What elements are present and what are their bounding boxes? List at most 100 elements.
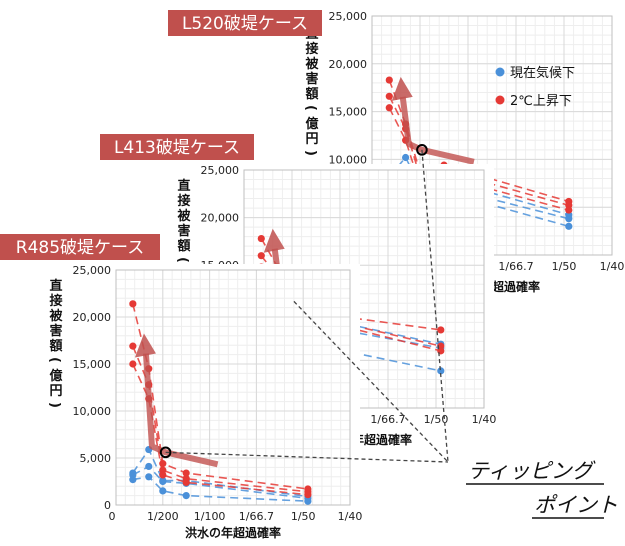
y-axis-label-char: 接 xyxy=(177,193,190,209)
trend-arrow-shaft xyxy=(142,353,219,468)
y-tick-label: 0 xyxy=(104,499,111,512)
tipping-point-marker xyxy=(416,144,428,156)
data-point-warm xyxy=(304,491,312,499)
y-axis-label-char: 額 xyxy=(304,86,318,102)
x-axis-label: 洪水の年超過確率 xyxy=(185,525,281,540)
data-point-warm xyxy=(129,360,137,368)
y-axis-label-char: 直 xyxy=(49,278,62,294)
trend-arrow-head xyxy=(134,333,156,358)
tipping-pointer-line xyxy=(421,149,449,463)
y-axis-label-char: 害 xyxy=(177,223,190,239)
y-axis-label-char: 円 xyxy=(49,384,62,399)
trend-arrow-shaft xyxy=(399,96,475,165)
data-point-warm xyxy=(182,469,190,477)
y-tick-label: 10,000 xyxy=(73,405,112,418)
chart-title-box xyxy=(168,10,322,36)
data-point-current xyxy=(565,222,573,230)
x-tick-label: 1/66.7 xyxy=(498,260,533,273)
y-axis-label-char: ( xyxy=(47,357,62,363)
y-axis-label-char: ( xyxy=(303,105,318,111)
x-tick-label: 1/66.7 xyxy=(370,413,405,426)
x-tick-label: 1/50 xyxy=(291,510,316,523)
data-point-current xyxy=(159,476,167,485)
data-point-warm xyxy=(159,471,167,479)
y-axis-label-char: 直 xyxy=(177,178,190,194)
y-axis-label-char: 額 xyxy=(48,338,62,354)
y-axis-label-char: 被 xyxy=(176,208,191,224)
data-point-current xyxy=(145,462,153,471)
data-point-current xyxy=(182,492,190,500)
y-axis-label-char: ) xyxy=(303,150,318,156)
y-axis-label-char: ) xyxy=(47,402,62,408)
trend-arrow-head xyxy=(391,76,413,101)
chart-title: L413破堤ケース xyxy=(114,138,240,158)
data-point-warm xyxy=(257,234,265,243)
y-axis-label-char: ( xyxy=(175,257,190,263)
tipping-pointer-line xyxy=(293,300,449,463)
legend-marker-current xyxy=(495,67,505,77)
y-axis-label-char: 害 xyxy=(305,71,318,87)
data-point-current xyxy=(402,153,410,162)
data-point-warm xyxy=(437,326,445,334)
y-axis-label-char: 円 xyxy=(305,132,318,147)
data-point-warm xyxy=(385,76,393,84)
y-tick-label: 20,000 xyxy=(73,311,112,324)
x-origin-label: 0 xyxy=(109,510,116,523)
data-point-current xyxy=(159,487,167,495)
y-tick-label: 15,000 xyxy=(329,106,368,119)
chart-title-box xyxy=(0,234,160,260)
y-tick-label: 15,000 xyxy=(73,358,112,371)
y-tick-label: 20,000 xyxy=(329,58,368,71)
data-point-warm xyxy=(129,300,137,308)
annotation-line1: ティッピング xyxy=(468,459,596,483)
x-tick-label: 1/200 xyxy=(147,510,179,523)
data-point-warm xyxy=(385,92,393,100)
y-axis-label-char: 接 xyxy=(305,41,318,57)
chart-title: L520破堤ケース xyxy=(182,14,308,34)
y-axis-label-char: 億 xyxy=(305,116,318,132)
y-axis-label-char: 億 xyxy=(49,368,62,384)
x-tick-label: 1/40 xyxy=(338,510,363,523)
y-tick-label: 5,000 xyxy=(80,452,112,465)
data-point-current xyxy=(145,473,153,481)
x-tick-label: 1/50 xyxy=(552,260,577,273)
x-tick-label: 1/66.7 xyxy=(239,510,274,523)
series-line-current xyxy=(132,447,309,498)
plot-frame xyxy=(115,269,351,506)
data-point-current xyxy=(129,469,137,477)
y-tick-label: 25,000 xyxy=(201,164,240,177)
y-axis-label-char: 額 xyxy=(176,238,190,254)
x-tick-label: 1/40 xyxy=(600,260,625,273)
data-point-warm xyxy=(385,104,393,112)
y-tick-label: 25,000 xyxy=(329,10,368,23)
y-tick-label: 10,000 xyxy=(329,153,368,166)
chart-r485: 0 5,000 10,000 15,000 20,000 25,000 1/200 1/100… xyxy=(0,234,362,543)
x-tick-label: 1/100 xyxy=(194,510,226,523)
annotation-line2: ポイント xyxy=(534,493,618,517)
series-line-warm xyxy=(132,345,308,493)
data-point-current xyxy=(437,367,445,375)
trend-arrow-head xyxy=(263,228,285,253)
data-point-warm xyxy=(565,206,573,214)
tipping-point-marker xyxy=(159,446,172,459)
y-axis-label-char: 接 xyxy=(49,293,62,309)
data-point-warm xyxy=(182,478,190,487)
x-tick-label: 1/40 xyxy=(472,413,497,426)
y-tick-label: 25,000 xyxy=(73,264,112,277)
legend-label-current: 現在気候下 xyxy=(510,65,575,81)
chart-title-box xyxy=(100,134,254,160)
chart-title: R485破堤ケース xyxy=(16,238,144,258)
data-point-warm xyxy=(129,342,137,350)
x-tick-label: 1/50 xyxy=(424,413,449,426)
legend-marker-warm xyxy=(495,95,505,105)
data-point-warm xyxy=(257,252,265,260)
tipping-pointer-line xyxy=(165,451,449,463)
y-axis-label-char: 害 xyxy=(49,323,62,339)
y-axis-label-char: 被 xyxy=(304,56,319,72)
y-tick-label: 20,000 xyxy=(201,212,240,225)
legend-label-warm: 2℃上昇下 xyxy=(510,94,572,109)
chart-background xyxy=(68,264,360,543)
y-axis-label-char: 被 xyxy=(48,308,63,324)
